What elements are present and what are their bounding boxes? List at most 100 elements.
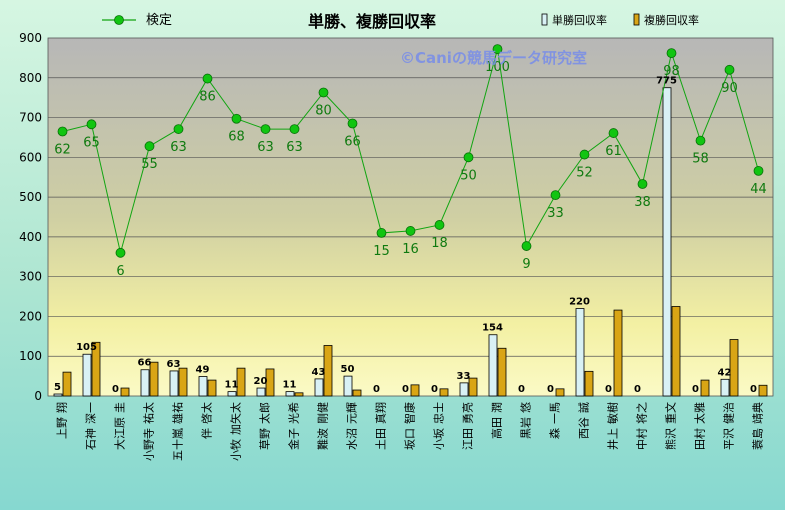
x-category-label-part: 潤 xyxy=(491,402,504,413)
bar-value-label: 0 xyxy=(605,384,612,395)
x-category-label: 蓑島靖典 xyxy=(751,402,765,450)
x-category-label-part: 田村 xyxy=(693,428,707,450)
x-category-label: 黒岩悠 xyxy=(519,402,533,439)
x-category-label: 草野太郎 xyxy=(258,402,272,450)
bar-place xyxy=(149,361,159,397)
check-value-label: 50 xyxy=(460,168,477,183)
x-category-label-part: 五十嵐 xyxy=(171,428,185,461)
x-category-label-part: 熊沢 xyxy=(664,428,678,450)
bar-place xyxy=(758,384,768,397)
bar-value-label: 154 xyxy=(482,323,503,334)
y-tick-label: 600 xyxy=(19,150,42,164)
check-marker xyxy=(492,44,503,55)
bar-value-label: 63 xyxy=(167,359,181,370)
x-category-label: 小牧加矢太 xyxy=(229,402,243,461)
bar-win xyxy=(198,376,208,397)
check-marker xyxy=(753,165,764,176)
bar-value-label: 43 xyxy=(312,367,326,378)
x-category-label: 金子光希 xyxy=(287,402,301,450)
bar-place xyxy=(613,309,623,397)
chart-title: 単勝、複勝回収率 xyxy=(308,12,436,31)
bar-place xyxy=(178,367,188,397)
check-marker xyxy=(347,118,358,129)
x-category-label-part: 小坂 xyxy=(433,428,446,450)
bar-value-label: 5 xyxy=(54,382,61,393)
check-value-label: 90 xyxy=(721,81,738,96)
check-marker xyxy=(434,220,445,230)
check-value-label: 66 xyxy=(344,135,361,150)
check-marker xyxy=(57,126,68,137)
x-category-label-part: 雄祐 xyxy=(171,402,185,424)
check-value-label: 63 xyxy=(286,140,303,155)
check-value-label: 63 xyxy=(257,140,274,155)
check-value-label: 55 xyxy=(141,157,158,172)
bar-place xyxy=(468,377,478,397)
check-value-label: 9 xyxy=(522,257,530,272)
legend-win-label: 単勝回収率 xyxy=(552,13,607,27)
check-value-label: 98 xyxy=(663,64,680,79)
x-category-label-part: 石神 xyxy=(84,428,98,450)
y-tick-label: 500 xyxy=(19,190,42,204)
x-category-label-part: 西谷 xyxy=(578,417,591,439)
legend-line-marker xyxy=(114,15,124,25)
check-value-label: 52 xyxy=(576,166,593,181)
legend: 検定 単勝回収率 複勝回収率 xyxy=(102,13,699,28)
watermark: ©Caniの競馬データ研究室 xyxy=(400,49,587,67)
x-category-label: 小野寺祐太 xyxy=(143,402,156,461)
bar-win xyxy=(662,87,672,397)
x-category-label: 熊沢重文 xyxy=(664,402,678,450)
x-category-label: 西谷誠 xyxy=(578,402,591,439)
bar-place xyxy=(729,339,739,397)
bar-value-label: 42 xyxy=(718,367,732,378)
x-category-label-part: 井上 xyxy=(606,428,620,450)
x-category-label-part: 平沢 xyxy=(722,428,736,450)
check-value-label: 63 xyxy=(170,140,187,155)
bar-value-label: 0 xyxy=(112,384,119,395)
x-category-label-part: 光希 xyxy=(287,402,301,424)
check-marker xyxy=(202,73,213,84)
check-value-label: 18 xyxy=(431,236,448,251)
y-tick-label: 900 xyxy=(19,31,42,45)
bar-value-label: 0 xyxy=(692,384,699,395)
check-marker xyxy=(86,119,97,130)
x-category-label: 伴啓太 xyxy=(200,402,214,439)
bar-value-label: 49 xyxy=(196,365,210,376)
x-category-label-part: 小野寺 xyxy=(143,428,156,461)
y-tick-label: 800 xyxy=(19,71,42,85)
check-value-label: 68 xyxy=(228,130,245,145)
x-category-label-part: 悠 xyxy=(519,402,533,413)
bar-value-label: 0 xyxy=(750,384,757,395)
bar-place xyxy=(120,387,130,397)
bar-place xyxy=(265,368,275,397)
x-category-label-part: 深一 xyxy=(85,402,98,424)
x-category-label-part: 誠 xyxy=(578,402,591,413)
bar-value-label: 105 xyxy=(76,342,97,353)
bar-value-label: 20 xyxy=(254,376,268,387)
bar-win xyxy=(459,382,469,397)
check-value-label: 15 xyxy=(373,244,390,259)
x-category-label: 土田真翔 xyxy=(374,402,388,450)
check-marker xyxy=(173,124,184,134)
bar-win xyxy=(256,387,266,397)
x-category-label-part: 森 xyxy=(548,428,562,439)
bar-place xyxy=(555,388,565,397)
check-marker xyxy=(318,87,329,98)
x-category-label: 江田勇亮 xyxy=(461,402,475,450)
x-category-label-part: 太郎 xyxy=(258,402,272,424)
bar-place xyxy=(671,306,681,397)
x-category-label: 坂口智康 xyxy=(403,402,417,450)
x-category-label-part: 剛健 xyxy=(317,402,330,424)
x-category-label-part: 江田 xyxy=(462,428,475,450)
x-category-label: 井上敏樹 xyxy=(606,402,620,450)
bar-win xyxy=(575,308,585,397)
bar-win xyxy=(169,370,179,397)
bar-value-label: 66 xyxy=(138,358,152,369)
x-category-label-part: 忠士 xyxy=(433,402,446,424)
check-value-label: 80 xyxy=(315,103,332,118)
bar-place xyxy=(91,341,101,397)
x-category-label-part: 土田 xyxy=(375,428,388,450)
bar-value-label: 0 xyxy=(518,384,525,395)
check-value-label: 61 xyxy=(605,144,622,159)
